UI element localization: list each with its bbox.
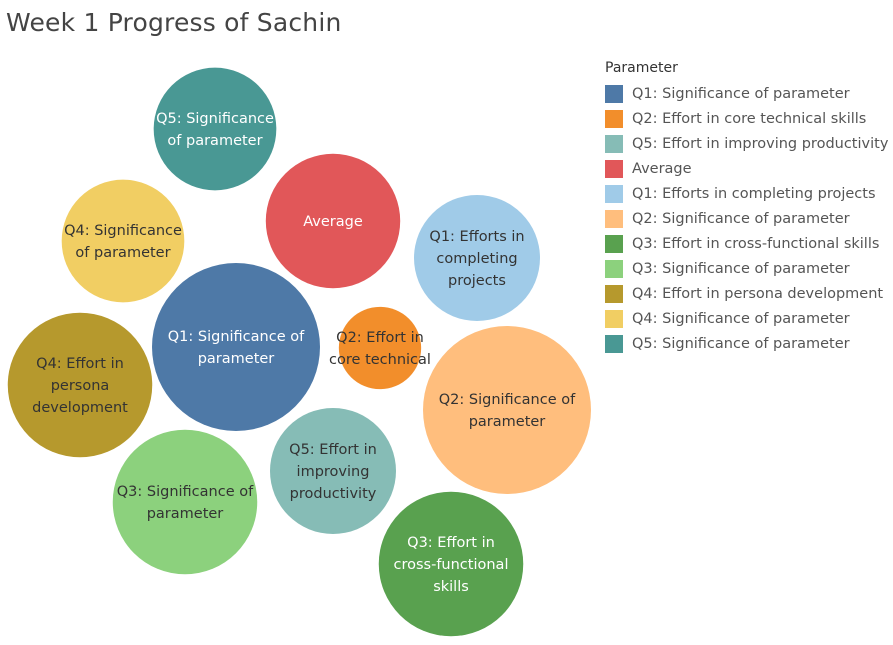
bubble-q1-efforts-in-completing-projects[interactable]	[414, 195, 540, 321]
legend-swatch	[605, 159, 623, 178]
bubble-average[interactable]	[265, 153, 401, 289]
chart-title: Week 1 Progress of Sachin	[6, 8, 342, 37]
legend: Parameter Q1: Significance of parameter Q…	[605, 60, 891, 356]
legend-item-q1-significance-of-parameter[interactable]: Q1: Significance of parameter	[605, 81, 891, 106]
bubble-q2-effort-in-core-technical-skills[interactable]	[338, 306, 422, 390]
legend-title: Parameter	[605, 60, 678, 76]
bubble-q5-significance-of-parameter[interactable]	[153, 67, 277, 191]
legend-swatch	[605, 334, 623, 353]
legend-label: Q2: Effort in core technical skills	[632, 110, 867, 127]
bubble-chart: Q1: Significance of parameter Q2: Effort i…	[7, 67, 591, 637]
legend-item-q3-effort-in-cross-functional-skills[interactable]: Q3: Effort in cross-functional skills	[605, 231, 891, 256]
legend-label: Average	[632, 160, 692, 177]
legend-swatch	[605, 134, 623, 153]
legend-swatch	[605, 309, 623, 328]
legend-item-q2-significance-of-parameter[interactable]: Q2: Significance of parameter	[605, 206, 891, 231]
bubble-label-q3-effort-in-cross-functional-skills: Q3: Effort in cross-functional skills	[394, 535, 509, 595]
legend-item-q5-significance-of-parameter[interactable]: Q5: Significance of parameter	[605, 331, 891, 356]
bubble-label-q2-significance-of-parameter: Q2: Significance of parameter	[439, 392, 576, 430]
bubble-label-q4-significance-of-parameter: Q4: Significance of parameter	[64, 223, 182, 261]
legend-item-q2-effort-in-core-technical-skills[interactable]: Q2: Effort in core technical skills	[605, 106, 891, 131]
legend-label: Q1: Significance of parameter	[632, 85, 850, 102]
legend-items: Q1: Significance of parameter Q2: Effort …	[605, 81, 891, 356]
legend-swatch	[605, 284, 623, 303]
legend-item-q4-significance-of-parameter[interactable]: Q4: Significance of parameter	[605, 306, 891, 331]
legend-item-q3-significance-of-parameter[interactable]: Q3: Significance of parameter	[605, 256, 891, 281]
bubble-q5-effort-in-improving-productivity[interactable]	[270, 408, 396, 534]
legend-swatch	[605, 209, 623, 228]
legend-label: Q2: Significance of parameter	[632, 210, 850, 227]
bubble-q2-significance-of-parameter[interactable]	[423, 326, 591, 494]
legend-swatch	[605, 259, 623, 278]
legend-item-average[interactable]: Average	[605, 156, 891, 181]
bubble-q1-significance-of-parameter[interactable]	[152, 263, 320, 431]
legend-item-q5-effort-in-improving-productivity[interactable]: Q5: Effort in improving productivity	[605, 131, 891, 156]
bubble-q3-significance-of-parameter[interactable]	[112, 429, 258, 575]
legend-swatch	[605, 109, 623, 128]
bubble-label-q1-significance-of-parameter: Q1: Significance of parameter	[168, 329, 305, 367]
legend-label: Q3: Significance of parameter	[632, 260, 850, 277]
legend-swatch	[605, 84, 623, 103]
bubble-label-q3-significance-of-parameter: Q3: Significance of parameter	[117, 484, 254, 522]
bubble-label-q1-efforts-in-completing-projects: Q1: Efforts in completing projects	[429, 229, 524, 289]
legend-swatch	[605, 234, 623, 253]
bubble-label-q4-effort-in-persona-development: Q4: Effort in persona development	[32, 356, 128, 416]
bubble-label-q5-effort-in-improving-productivity: Q5: Effort in improving productivity	[289, 442, 377, 502]
legend-label: Q4: Significance of parameter	[632, 310, 850, 327]
bubble-q4-significance-of-parameter[interactable]	[61, 179, 185, 303]
bubble-label-q5-significance-of-parameter: Q5: Significance of parameter	[156, 111, 274, 149]
bubble-label-average: Average	[303, 214, 363, 230]
legend-label: Q1: Efforts in completing projects	[632, 185, 876, 202]
legend-swatch	[605, 184, 623, 203]
legend-label: Q3: Effort in cross-functional skills	[632, 235, 880, 252]
legend-item-q4-effort-in-persona-development[interactable]: Q4: Effort in persona development	[605, 281, 891, 306]
bubble-q4-effort-in-persona-development[interactable]	[7, 312, 153, 458]
legend-label: Q5: Significance of parameter	[632, 335, 850, 352]
bubble-q3-effort-in-cross-functional-skills[interactable]	[378, 491, 524, 637]
legend-label: Q4: Effort in persona development	[632, 285, 884, 302]
legend-label: Q5: Effort in improving productivity	[632, 135, 889, 152]
legend-item-q1-efforts-in-completing-projects[interactable]: Q1: Efforts in completing projects	[605, 181, 891, 206]
bubble-label-q2-effort-in-core-technical-skills: Q2: Effort in core technical	[329, 330, 431, 368]
